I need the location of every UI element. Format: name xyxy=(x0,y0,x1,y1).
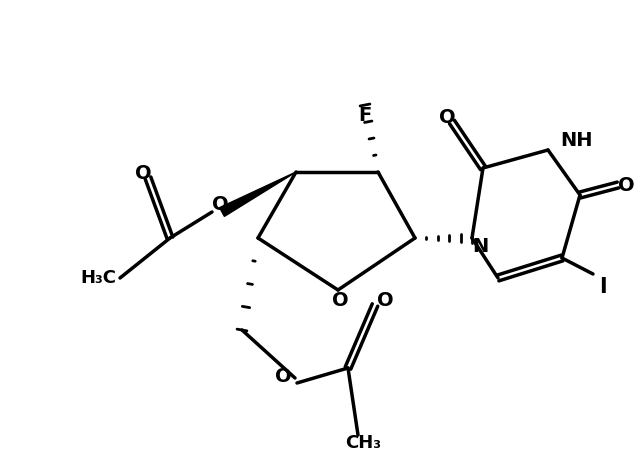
Text: O: O xyxy=(332,290,348,310)
Text: N: N xyxy=(472,236,488,256)
Text: O: O xyxy=(134,164,151,182)
Text: H₃C: H₃C xyxy=(80,269,116,287)
Polygon shape xyxy=(220,172,296,216)
Text: I: I xyxy=(599,277,607,297)
Text: O: O xyxy=(275,367,291,385)
Text: NH: NH xyxy=(560,131,593,149)
Text: CH₃: CH₃ xyxy=(345,434,381,452)
Text: O: O xyxy=(212,195,228,213)
Text: O: O xyxy=(438,108,455,126)
Text: F: F xyxy=(358,105,372,125)
Text: O: O xyxy=(377,290,394,310)
Text: O: O xyxy=(618,175,634,195)
